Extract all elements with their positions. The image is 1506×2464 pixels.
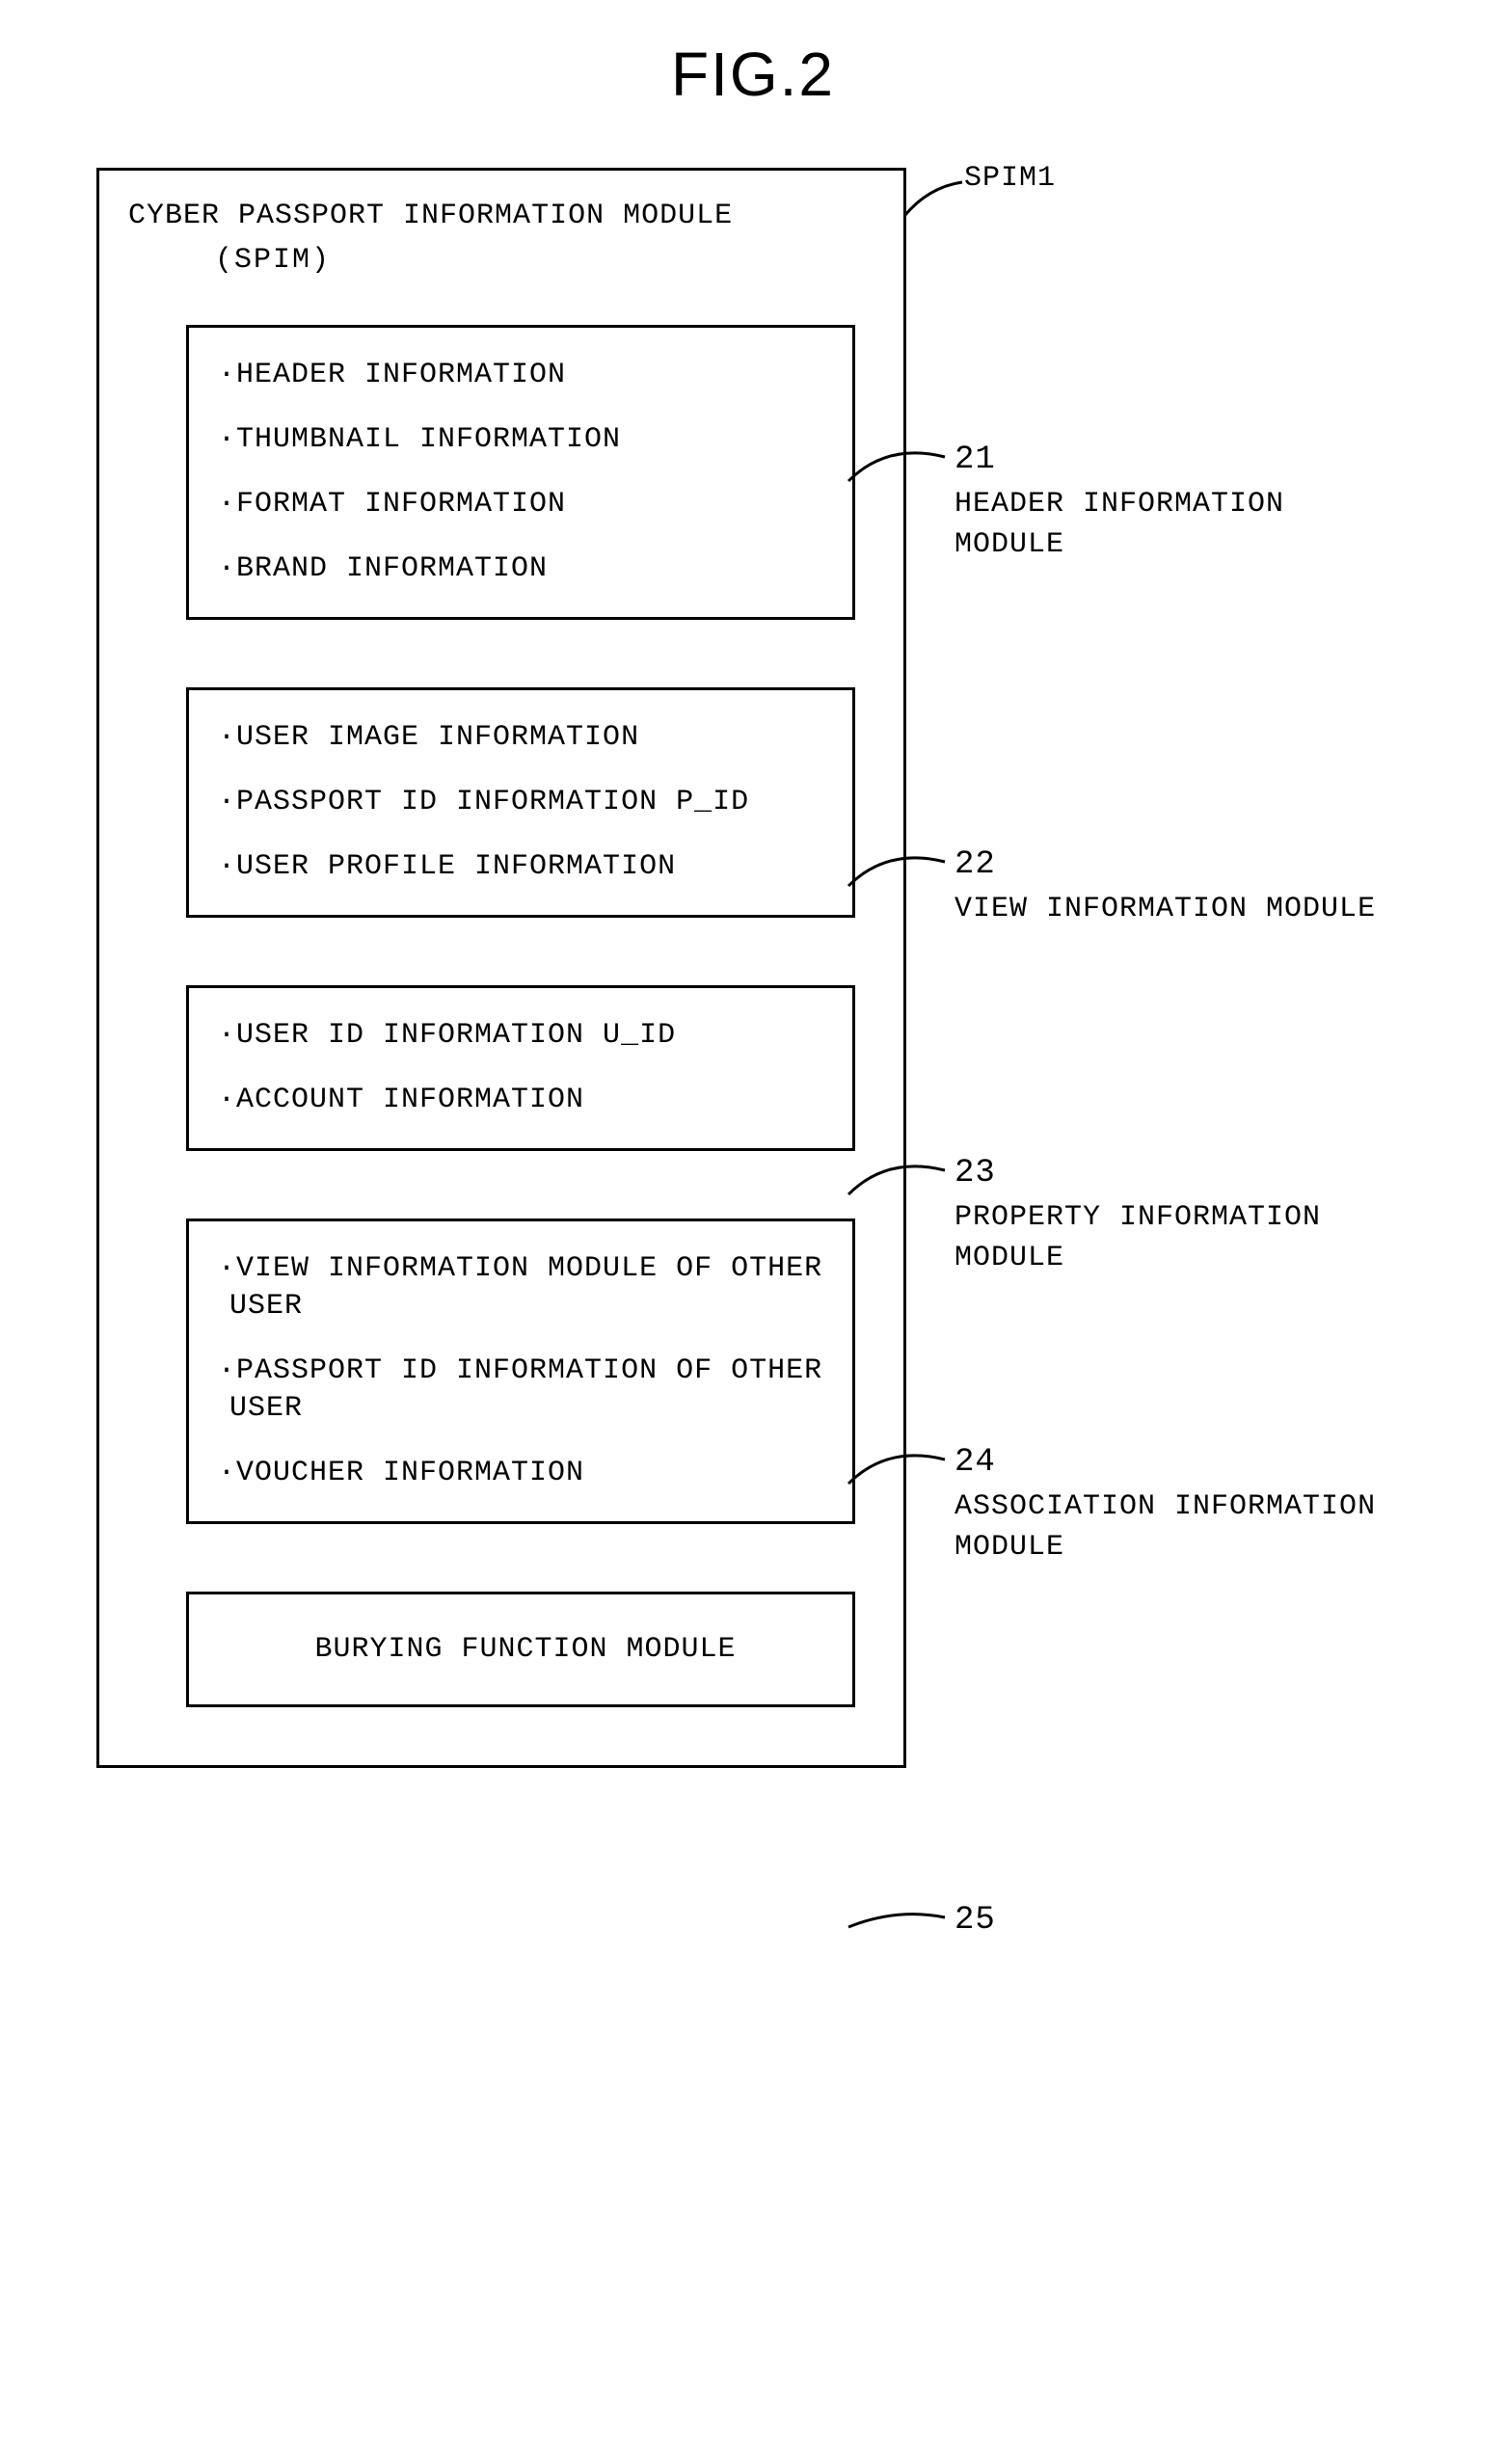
- main-module-box: CYBER PASSPORT INFORMATION MODULE (SPIM)…: [96, 168, 906, 1768]
- label-25: 25: [955, 1898, 996, 1944]
- connector-line: [848, 843, 955, 900]
- box-item: ·VIEW INFORMATION MODULE OF OTHER USER: [218, 1250, 833, 1326]
- box-item: ·PASSPORT ID INFORMATION P_ID: [218, 784, 833, 821]
- label-22: 22 VIEW INFORMATION MODULE: [955, 843, 1376, 929]
- box-item: ·USER IMAGE INFORMATION: [218, 719, 833, 757]
- top-label-text: SPIM1: [964, 162, 1056, 195]
- label-number: 24: [955, 1440, 1379, 1486]
- box-item: BURYING FUNCTION MODULE: [218, 1623, 833, 1675]
- label-number: 22: [955, 843, 1376, 889]
- connector-line: [848, 1440, 955, 1498]
- diagram-wrapper: CYBER PASSPORT INFORMATION MODULE (SPIM)…: [96, 168, 1467, 1768]
- box-item: ·PASSPORT ID INFORMATION OF OTHER USER: [218, 1353, 833, 1428]
- header-info-module-box: ·HEADER INFORMATION ·THUMBNAIL INFORMATI…: [186, 325, 855, 620]
- connector-line: [848, 438, 955, 495]
- label-text: HEADER INFORMATION MODULE: [955, 484, 1379, 565]
- label-text: VIEW INFORMATION MODULE: [955, 889, 1376, 929]
- property-info-module-box: ·USER ID INFORMATION U_ID ·ACCOUNT INFOR…: [186, 985, 855, 1151]
- label-24: 24 ASSOCIATION INFORMATION MODULE: [955, 1440, 1379, 1567]
- main-module-subtitle: (SPIM): [215, 244, 884, 277]
- label-text: PROPERTY INFORMATION MODULE: [955, 1197, 1379, 1278]
- view-info-module-box: ·USER IMAGE INFORMATION ·PASSPORT ID INF…: [186, 687, 855, 918]
- box-item: ·USER PROFILE INFORMATION: [218, 848, 833, 886]
- burying-function-module-box: BURYING FUNCTION MODULE: [186, 1592, 855, 1707]
- box-item: ·HEADER INFORMATION: [218, 357, 833, 394]
- box-item: ·THUMBNAIL INFORMATION: [218, 421, 833, 459]
- box-item: ·ACCOUNT INFORMATION: [218, 1082, 833, 1119]
- top-label: SPIM1: [964, 158, 1056, 199]
- label-text: ASSOCIATION INFORMATION MODULE: [955, 1486, 1379, 1567]
- box-item: ·VOUCHER INFORMATION: [218, 1455, 833, 1492]
- box-item: ·FORMAT INFORMATION: [218, 486, 833, 523]
- label-number: 23: [955, 1151, 1379, 1197]
- connector-line: [848, 1903, 955, 1942]
- main-module-title: CYBER PASSPORT INFORMATION MODULE: [128, 200, 884, 232]
- label-number: 21: [955, 438, 1379, 484]
- label-23: 23 PROPERTY INFORMATION MODULE: [955, 1151, 1379, 1278]
- connector-line: [848, 1151, 955, 1209]
- figure-title: FIG.2: [39, 39, 1467, 110]
- label-number: 25: [955, 1898, 996, 1944]
- box-item: ·USER ID INFORMATION U_ID: [218, 1017, 833, 1055]
- box-item: ·BRAND INFORMATION: [218, 550, 833, 588]
- label-21: 21 HEADER INFORMATION MODULE: [955, 438, 1379, 565]
- association-info-module-box: ·VIEW INFORMATION MODULE OF OTHER USER ·…: [186, 1219, 855, 1524]
